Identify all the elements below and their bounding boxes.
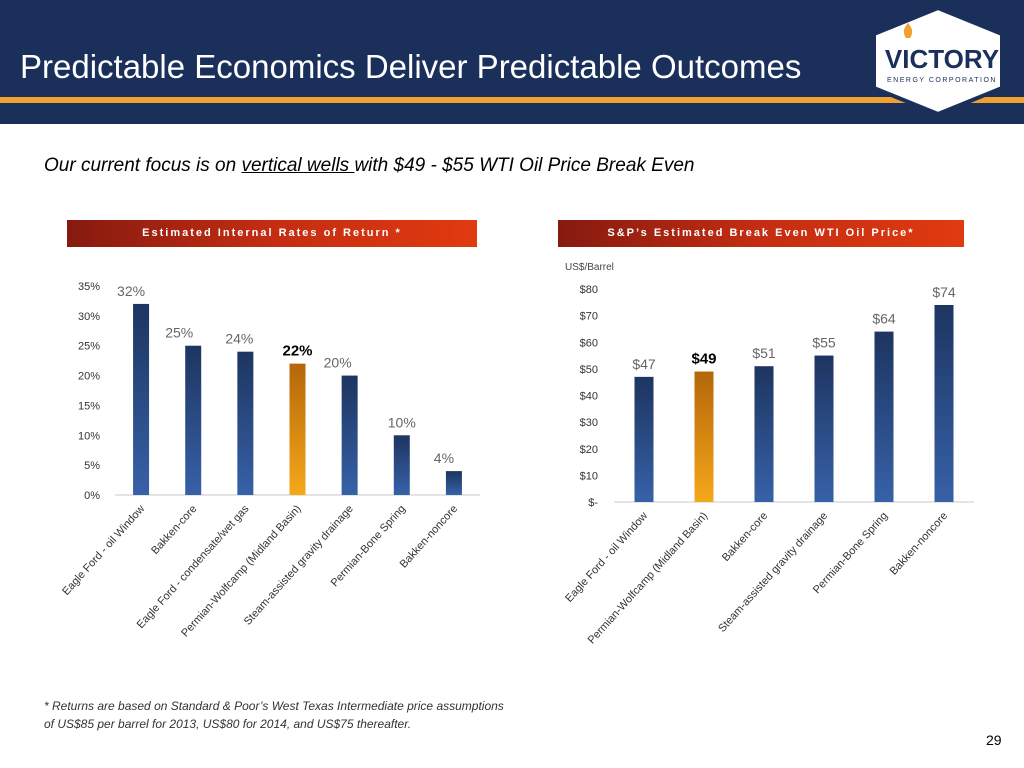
y-tick-label: 15%: [78, 400, 100, 412]
header-stripe: [0, 97, 1024, 103]
data-label: $47: [632, 356, 656, 372]
bar: [237, 351, 254, 495]
focus-text-start: Our current focus is on: [44, 155, 242, 176]
bar-highlight: [289, 363, 306, 495]
x-category-label: Bakken-core: [149, 503, 199, 557]
x-category-label: Bakken-noncore: [888, 510, 951, 578]
bar-highlight: [694, 371, 714, 502]
bar: [754, 366, 774, 502]
bar: [445, 471, 462, 495]
header-band: [0, 103, 1024, 124]
focus-statement: Our current focus is on vertical wells w…: [44, 155, 694, 177]
header-bar: Predictable Economics Deliver Predictabl…: [0, 0, 1024, 97]
y-tick-label: 10%: [78, 430, 100, 442]
data-label: $64: [872, 311, 896, 327]
x-category-label: Bakken-noncore: [398, 503, 461, 571]
bar: [874, 331, 894, 502]
data-label: $55: [812, 335, 836, 351]
data-label: 24%: [225, 331, 253, 347]
y-tick-label: $30: [580, 417, 598, 429]
focus-text-end: with $49 - $55 WTI Oil Price Break Even: [354, 155, 695, 176]
x-category-label: Eagle Ford - condensate/wet gas: [135, 503, 252, 631]
x-category-label: Eagle Ford - oil Window: [60, 503, 147, 598]
y-tick-label: $20: [580, 444, 598, 456]
data-label: 22%: [282, 343, 312, 360]
irr-chart-title: Estimated Internal Rates of Return *: [67, 220, 477, 247]
bar: [814, 355, 834, 502]
y-tick-label: 35%: [78, 281, 100, 293]
oil-drop-icon: [903, 23, 913, 38]
bar: [634, 376, 654, 502]
y-tick-label: 20%: [78, 371, 100, 383]
data-label: $74: [932, 284, 956, 300]
data-label: 32%: [117, 283, 145, 299]
logo-wordmark: VICTORY: [885, 44, 999, 74]
page-number: 29: [986, 732, 1002, 748]
footnote: * Returns are based on Standard & Poor’s…: [44, 699, 504, 731]
y-tick-label: 0%: [84, 490, 100, 502]
breakeven-chart-title: S&P’s Estimated Break Even WTI Oil Price…: [558, 220, 964, 247]
x-category-label: Bakken-core: [720, 510, 770, 564]
data-label: $51: [752, 345, 776, 361]
y-tick-label: 30%: [78, 311, 100, 323]
data-label: 25%: [165, 325, 193, 341]
y-tick-label: $50: [580, 364, 598, 376]
victory-logo: VICTORY ENERGY CORPORATION: [868, 5, 1008, 117]
data-label: $49: [691, 351, 716, 368]
logo-tagline: ENERGY CORPORATION: [887, 77, 997, 84]
focus-text-underlined: vertical wells: [241, 155, 355, 176]
y-axis-label: US$/Barrel: [565, 262, 614, 273]
data-label: 10%: [388, 414, 416, 430]
bar: [185, 345, 202, 495]
y-tick-label: $40: [580, 391, 598, 403]
y-tick-label: 25%: [78, 341, 100, 353]
irr-chart: 0% 5% 10% 15% 20% 25% 30% 35% 32% Eagle Ford - oi…: [60, 281, 480, 639]
y-tick-label: $60: [580, 337, 598, 349]
bar: [934, 304, 954, 502]
y-tick-label: $10: [580, 470, 598, 482]
data-label: 4%: [434, 450, 454, 466]
y-tick-label: $80: [580, 284, 598, 296]
y-tick-label: 5%: [84, 460, 100, 472]
page-title: Predictable Economics Deliver Predictabl…: [20, 48, 802, 85]
bar: [133, 303, 150, 495]
x-category-label: Permian-Wolfcamp (Midland Basin): [586, 510, 711, 646]
bar: [393, 435, 410, 495]
data-label: 20%: [324, 355, 352, 371]
x-category-label: Steam-assisted gravity drainage: [242, 503, 356, 628]
y-tick-label: $-: [588, 497, 598, 509]
bar: [341, 375, 358, 495]
x-category-label: Steam-assisted gravity drainage: [716, 510, 830, 635]
y-tick-label: $70: [580, 311, 598, 323]
breakeven-chart: $-$10$20$30$40$50$60$70$80US$/Barrel$47E…: [563, 262, 974, 646]
